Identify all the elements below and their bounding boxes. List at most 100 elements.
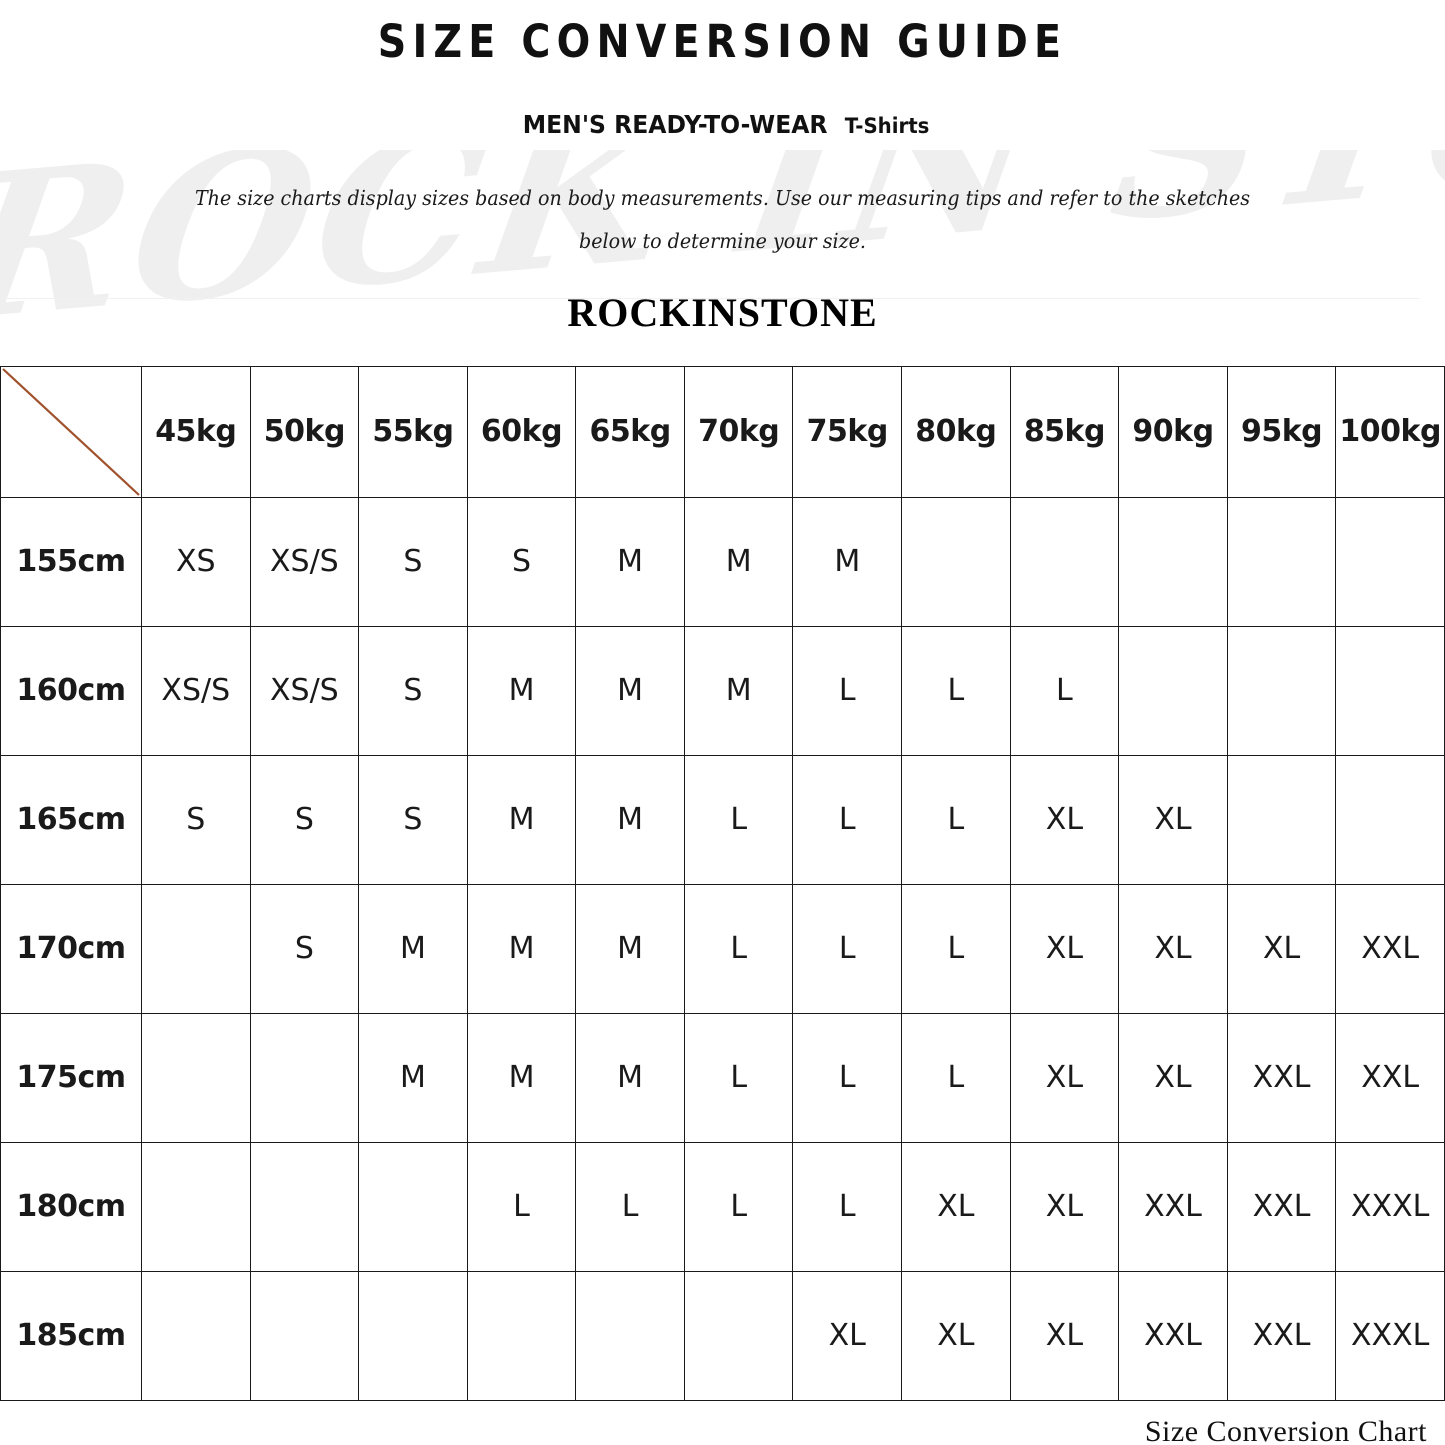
size-cell [1009, 496, 1120, 627]
size-cell: S [466, 496, 577, 627]
size-cell: L [901, 754, 1011, 885]
size-cell: M [575, 496, 685, 627]
size-cell [1118, 496, 1228, 627]
column-header-weight: 65kg [575, 365, 685, 498]
size-cell: XXXL [1335, 1270, 1445, 1401]
size-cell: M [683, 625, 794, 756]
size-cell [249, 1270, 360, 1401]
size-cell [1226, 754, 1337, 885]
size-cell: M [466, 883, 577, 1014]
size-cell: XL [792, 1270, 903, 1401]
size-cell: XXL [1226, 1012, 1337, 1143]
size-cell: XXL [1335, 883, 1445, 1014]
size-cell: XXL [1226, 1141, 1337, 1272]
description-text: The size charts display sizes based on b… [51, 177, 1395, 263]
row-header-height: 160cm [0, 625, 142, 756]
size-cell: M [466, 625, 577, 756]
size-cell: L [1009, 625, 1120, 756]
size-cell: S [141, 754, 251, 885]
size-cell: L [792, 1012, 903, 1143]
description-line-1: The size charts display sizes based on b… [194, 185, 1251, 210]
brand-name: ROCKINSTONE [567, 289, 878, 335]
size-cell: L [792, 1141, 903, 1272]
size-cell: M [358, 1012, 468, 1143]
size-cell [141, 1012, 251, 1143]
size-cell: XS/S [249, 625, 360, 756]
size-cell: L [901, 883, 1011, 1014]
size-cell: XS [141, 496, 251, 627]
size-cell: L [683, 1141, 794, 1272]
size-cell: M [683, 496, 794, 627]
size-cell [1335, 625, 1445, 756]
column-header-weight: 85kg [1009, 365, 1120, 498]
size-cell: L [466, 1141, 577, 1272]
size-cell: XL [1009, 1141, 1120, 1272]
size-cell: XXL [1335, 1012, 1445, 1143]
size-cell [1118, 625, 1228, 756]
table-row: 185cm XL XL XL XXL XXL XXXL [0, 1270, 1445, 1401]
size-table-wrapper: 45kg 50kg 55kg 60kg 65kg 70kg 75kg 80kg 85kg 90kg… [0, 365, 1445, 1401]
size-cell: XL [1009, 1012, 1120, 1143]
size-cell [466, 1270, 577, 1401]
description-line-2: below to determine your size. [579, 228, 866, 253]
column-header-weight: 45kg [141, 365, 251, 498]
size-cell: XL [901, 1270, 1011, 1401]
page-title: SIZE CONVERSION GUIDE [377, 15, 1068, 68]
size-cell [249, 1012, 360, 1143]
size-cell: XL [1226, 883, 1337, 1014]
size-cell: XXL [1118, 1270, 1228, 1401]
size-cell [683, 1270, 794, 1401]
table-row: 155cm XS XS/S S S M M M [0, 496, 1445, 627]
size-cell: M [575, 1012, 685, 1143]
size-cell [1226, 496, 1337, 627]
size-cell: XS/S [141, 625, 251, 756]
footer-caption: Size Conversion Chart [1144, 1414, 1427, 1445]
row-header-height: 155cm [0, 496, 142, 627]
size-cell: M [575, 883, 685, 1014]
size-cell: S [358, 625, 468, 756]
corner-cell-diagonal [0, 365, 142, 498]
column-header-weight: 50kg [249, 365, 360, 498]
size-cell [1226, 625, 1337, 756]
size-cell: L [683, 883, 794, 1014]
table-row: 180cm L L L L XL XL XXL XXL XXXL [0, 1141, 1445, 1272]
size-cell: XL [1009, 883, 1120, 1014]
size-cell: M [575, 754, 685, 885]
row-header-height: 180cm [0, 1141, 142, 1272]
size-cell: XXL [1226, 1270, 1337, 1401]
size-cell: M [792, 496, 903, 627]
size-cell [1335, 496, 1445, 627]
size-cell: XS/S [249, 496, 360, 627]
size-table-body: 45kg 50kg 55kg 60kg 65kg 70kg 75kg 80kg 85kg 90kg… [0, 365, 1445, 1401]
subtitle-category: MEN'S READY-TO-WEAR [522, 109, 828, 139]
size-cell: XL [901, 1141, 1011, 1272]
size-cell: L [683, 754, 794, 885]
size-cell: XL [1009, 754, 1120, 885]
diagonal-line-icon [2, 368, 140, 496]
column-header-weight: 80kg [901, 365, 1011, 498]
size-cell: M [466, 1012, 577, 1143]
size-cell [901, 496, 1011, 627]
size-cell: L [901, 1012, 1011, 1143]
table-row: 170cm S M M M L L L XL XL XL XXL [0, 883, 1445, 1014]
size-cell: L [792, 883, 903, 1014]
column-header-weight: 75kg [792, 365, 903, 498]
table-row: 160cm XS/S XS/S S M M M L L L [0, 625, 1445, 756]
table-row: 165cm S S S M M L L L XL XL [0, 754, 1445, 885]
size-cell: L [792, 754, 903, 885]
size-cell: M [575, 625, 685, 756]
size-cell: XXXL [1335, 1141, 1445, 1272]
size-cell: XL [1118, 883, 1228, 1014]
row-header-height: 175cm [0, 1012, 142, 1143]
column-header-weight: 55kg [358, 365, 468, 498]
size-cell [141, 883, 251, 1014]
column-header-weight: 60kg [466, 365, 577, 498]
size-cell [358, 1270, 468, 1401]
size-cell [1335, 754, 1445, 885]
size-cell: L [575, 1141, 685, 1272]
size-cell [575, 1270, 685, 1401]
size-cell: L [792, 625, 903, 756]
header-block: SIZE CONVERSION GUIDE MEN'S READY-TO-WEA… [0, 0, 1445, 333]
row-header-height: 185cm [0, 1270, 142, 1401]
